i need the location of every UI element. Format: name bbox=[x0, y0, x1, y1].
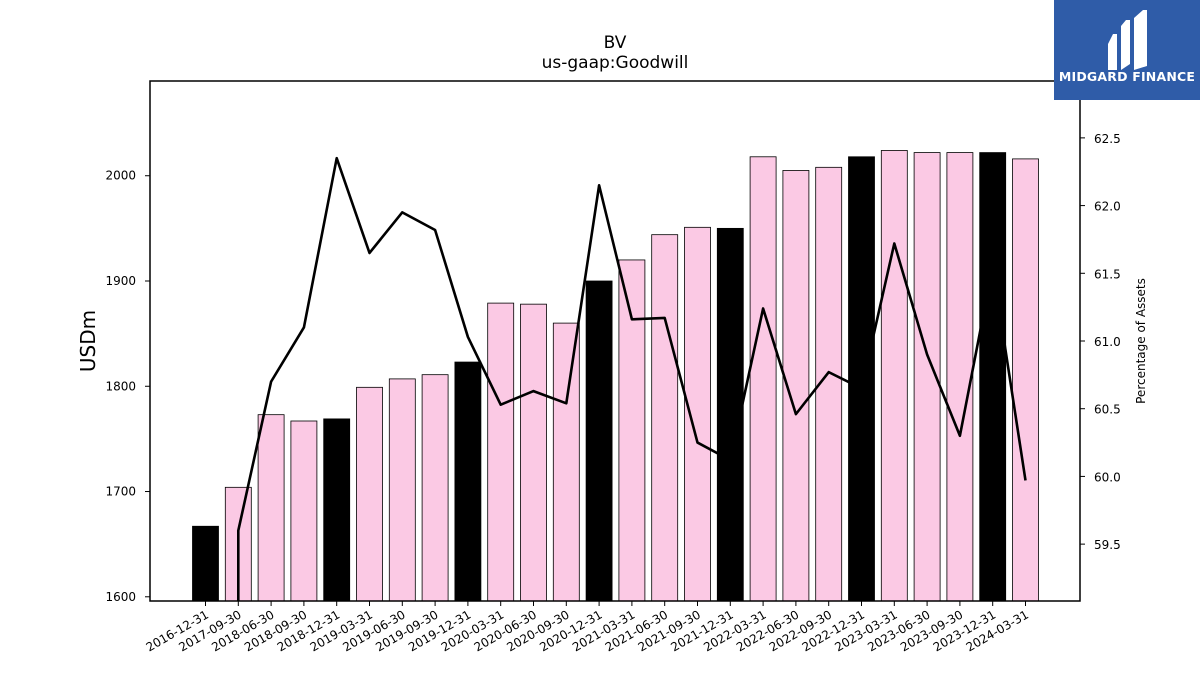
percent-of-assets-line bbox=[237, 156, 1027, 601]
chart-title: BV bbox=[604, 33, 627, 53]
y-tick-label-right: 62.5 bbox=[1094, 132, 1121, 146]
y-tick-label-left: 1700 bbox=[105, 485, 136, 499]
bar-2023-09-30 bbox=[946, 152, 974, 602]
bar-2016-12-31 bbox=[192, 525, 219, 602]
bar-2021-06-30 bbox=[651, 234, 679, 602]
bar-2021-09-30 bbox=[684, 226, 711, 602]
bar-2018-06-30 bbox=[257, 414, 285, 602]
bar-2023-12-31 bbox=[979, 152, 1007, 602]
bar-2019-03-31 bbox=[356, 386, 383, 602]
logo-text: MIDGARD FINANCE bbox=[1059, 69, 1195, 84]
bar-2020-12-31 bbox=[585, 280, 613, 602]
y-axis-label-right: Percentage of Assets bbox=[1134, 278, 1148, 404]
bar-2019-12-31 bbox=[454, 361, 482, 602]
bar-2021-03-31 bbox=[618, 259, 646, 602]
bar-2020-03-31 bbox=[487, 302, 515, 602]
bar-2018-12-31 bbox=[323, 418, 351, 602]
y-tick-label-right: 62.0 bbox=[1094, 200, 1121, 214]
y-tick-label-right: 59.5 bbox=[1094, 538, 1121, 552]
y-tick-label-left: 1600 bbox=[105, 590, 136, 604]
bar-2022-03-31 bbox=[749, 156, 777, 602]
chart-subtitle: us-gaap:Goodwill bbox=[542, 53, 689, 73]
y-axis-label-left: USDm bbox=[76, 310, 100, 372]
bar-2019-09-30 bbox=[421, 374, 449, 602]
bar-2018-09-30 bbox=[290, 420, 318, 602]
bars bbox=[192, 150, 1039, 602]
bar-2019-06-30 bbox=[388, 378, 416, 602]
y-tick-label-left: 2000 bbox=[105, 169, 136, 183]
brand-logo: MIDGARD FINANCE bbox=[1054, 0, 1200, 100]
y-tick-label-right: 61.0 bbox=[1094, 335, 1121, 349]
x-axis: 2016-12-312017-09-302018-06-302018-09-30… bbox=[144, 601, 1031, 654]
plot-frame bbox=[149, 80, 1081, 602]
y-tick-label-left: 1900 bbox=[105, 274, 136, 288]
bar-2023-03-31 bbox=[880, 150, 908, 602]
bar-2020-09-30 bbox=[552, 322, 580, 602]
y-tick-label-right: 60.0 bbox=[1094, 470, 1121, 484]
y-tick-label-right: 60.5 bbox=[1094, 403, 1121, 417]
y-axis-right: 59.5 60.0 60.5 61.0 61.5 62.0 62.5 bbox=[1080, 132, 1121, 552]
bar-2024-03-31 bbox=[1012, 158, 1039, 602]
bar-2022-12-31 bbox=[848, 156, 875, 602]
y-axis-left: 1600 1700 1800 1900 2000 bbox=[105, 169, 150, 604]
y-tick-label-right: 61.5 bbox=[1094, 267, 1121, 281]
logo-mark-icon bbox=[1108, 10, 1147, 70]
bar-2020-06-30 bbox=[520, 303, 547, 602]
y-tick-label-left: 1800 bbox=[105, 379, 136, 393]
